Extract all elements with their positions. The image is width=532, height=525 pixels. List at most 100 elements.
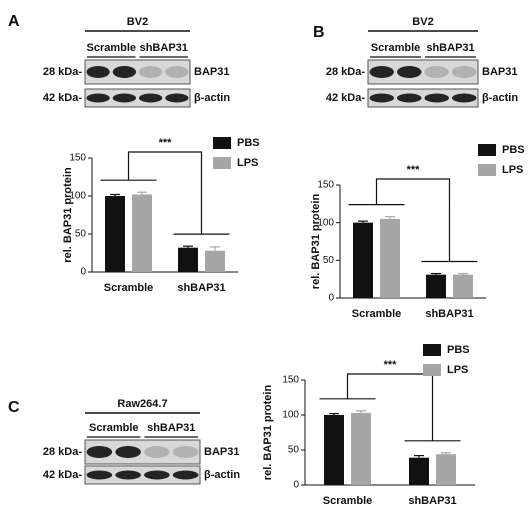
bar [324, 415, 344, 485]
legend-label: PBS [237, 137, 260, 149]
sig-bracket [346, 373, 434, 441]
x-tick-label: Scramble [352, 308, 402, 320]
legend-swatch [423, 364, 441, 376]
bar [105, 196, 125, 272]
legend-label: LPS [502, 164, 523, 176]
x-tick-label: Scramble [104, 282, 154, 294]
band [86, 446, 113, 458]
bar [426, 274, 446, 298]
x-tick-label: Scramble [323, 495, 373, 507]
panel-label: C [8, 399, 20, 416]
bar [380, 218, 400, 298]
y-tick-label: 50 [75, 229, 87, 240]
band [397, 93, 422, 103]
legend-swatch [423, 344, 441, 356]
band [452, 66, 477, 78]
protein-label: BAP31 [194, 66, 229, 78]
y-tick-label: 0 [80, 267, 86, 278]
legend-swatch [213, 157, 231, 169]
protein-label: β-actin [204, 469, 240, 481]
bar [178, 247, 198, 272]
mw-label: 42 kDa- [326, 92, 365, 104]
band [424, 93, 449, 103]
blot-strip [84, 465, 201, 485]
cell-line: BV2 [412, 16, 433, 28]
band [452, 93, 477, 103]
band [424, 66, 449, 78]
y-tick-label: 100 [317, 217, 334, 228]
band [397, 66, 422, 78]
protein-label: β-actin [194, 92, 230, 104]
band [369, 66, 394, 78]
protein-label: BAP31 [482, 66, 517, 78]
band [138, 93, 163, 103]
y-tick-label: 150 [317, 180, 334, 191]
y-tick-label: 150 [69, 153, 86, 164]
legend-label: LPS [447, 364, 468, 376]
panel-label: A [8, 13, 20, 30]
y-axis-label: rel. BAP31 protein [262, 385, 274, 481]
x-tick-label: shBAP31 [177, 282, 225, 294]
band [115, 470, 141, 480]
bar [409, 457, 429, 485]
band [86, 93, 110, 103]
sig-label: *** [159, 137, 173, 149]
band [165, 93, 189, 103]
y-tick-label: 50 [323, 255, 335, 266]
band [112, 93, 137, 103]
x-tick-label: shBAP31 [408, 495, 456, 507]
y-tick-label: 100 [282, 410, 299, 421]
lane-label: Scramble [371, 42, 421, 54]
mw-label: 42 kDa- [43, 469, 82, 481]
x-tick-label: shBAP31 [425, 308, 473, 320]
y-tick-label: 100 [69, 191, 86, 202]
y-tick-label: 0 [328, 293, 334, 304]
lane-label: shBAP31 [147, 422, 195, 434]
bar [205, 250, 225, 272]
sig-label: *** [384, 359, 398, 371]
blot-strip [84, 88, 191, 108]
sig-bracket [375, 178, 451, 262]
legend-label: PBS [502, 144, 525, 156]
bar [453, 274, 473, 298]
mw-label: 28 kDa- [326, 66, 365, 78]
sig-label: *** [407, 164, 421, 176]
lane-label: Scramble [89, 422, 139, 434]
y-axis-label: rel. BAP31 protein [310, 194, 322, 290]
band [369, 93, 394, 103]
legend-label: LPS [237, 157, 258, 169]
bar [436, 454, 456, 485]
legend-swatch [478, 164, 496, 176]
band [112, 66, 137, 78]
blot-strip [367, 88, 479, 108]
band [86, 66, 110, 78]
y-tick-label: 150 [282, 375, 299, 386]
sig-bracket [127, 151, 203, 235]
protein-label: BAP31 [204, 446, 239, 458]
legend-swatch [478, 144, 496, 156]
band [172, 446, 199, 458]
cell-line: BV2 [127, 16, 148, 28]
bar [351, 412, 371, 485]
lane-label: shBAP31 [140, 42, 188, 54]
bar [353, 222, 373, 298]
panel-label: B [313, 24, 325, 41]
mw-label: 28 kDa- [43, 446, 82, 458]
band [144, 446, 170, 458]
lane-label: Scramble [86, 42, 136, 54]
mw-label: 28 kDa- [43, 66, 82, 78]
band [144, 470, 170, 480]
y-tick-label: 50 [288, 445, 300, 456]
legend-swatch [213, 137, 231, 149]
band [165, 66, 189, 78]
cell-line: Raw264.7 [117, 398, 167, 410]
mw-label: 42 kDa- [43, 92, 82, 104]
y-tick-label: 0 [293, 480, 299, 491]
band [86, 470, 113, 480]
bar [132, 194, 152, 272]
band [138, 66, 163, 78]
band [115, 446, 141, 458]
lane-label: shBAP31 [426, 42, 474, 54]
band [172, 470, 199, 480]
